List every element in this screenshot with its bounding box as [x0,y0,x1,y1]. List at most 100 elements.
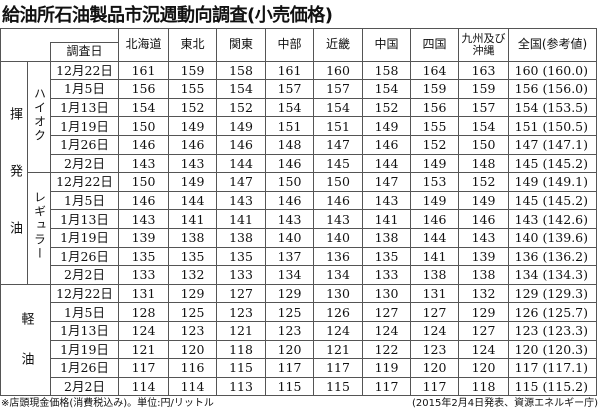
price-cell-chubu: 140 [265,227,315,248]
price-cell-hokkaido: 146 [118,134,170,155]
price-cell-kyushu-okinawa: 159 [458,79,510,99]
price-cell-kyushu-okinawa: 139 [458,246,510,267]
subgroup-label-text: ハイオク [32,86,47,143]
price-cell-kanto: 113 [216,376,267,397]
date-cell: 12月22日 [49,172,120,192]
group-label: 揮発油 [7,107,22,279]
price-cell-national: 140 (139.6) [508,227,598,248]
table-row: 1月5日 156 155 154 157 157 154 159 159 156 (156.0) [1,79,598,99]
price-cell-chugoku: 133 [362,265,412,285]
price-cell-tohoku: 143 [168,153,218,174]
table-row: レギュラー 12月22日 150 149 147 150 150 147 153 152 149 (… [1,172,598,285]
price-cell-kyushu-okinawa: 150 [458,134,510,155]
date-cell: 1月19日 [49,339,120,360]
price-cell-kinki: 134 [313,265,364,285]
price-cell-chugoku: 144 [362,153,412,174]
price-cell-shikoku: 138 [410,265,460,285]
price-cell-kinki: 157 [313,79,364,99]
price-cell-chugoku: 152 [362,97,412,118]
price-cell-national: 154 (153.5) [508,97,598,118]
price-cell-kyushu-okinawa: 120 [458,358,510,378]
price-cell-tohoku: 149 [168,172,218,192]
price-cell-chubu: 150 [265,172,315,192]
price-cell-chugoku: 124 [362,320,412,341]
price-cell-shikoku: 152 [410,134,460,155]
price-cell-national: 123 (123.3) [508,320,598,341]
price-cell-tohoku: 123 [168,320,218,341]
price-cell-kyushu-okinawa: 152 [458,172,510,192]
price-cell-chugoku: 158 [362,60,412,81]
price-cell-kanto: 158 [216,60,267,81]
date-cell: 1月26日 [49,358,120,378]
price-cell-national: 149 (149.1) [508,172,598,192]
date-cell: 2月2日 [49,153,120,174]
price-cell-chugoku: 138 [362,227,412,248]
price-cell-kanto: 144 [216,153,267,174]
price-cell-chugoku: 149 [362,116,412,136]
date-cell: 1月13日 [49,209,120,229]
date-cell: 1月26日 [49,246,120,267]
table-row: 1月5日 128 125 123 125 126 127 127 129 126 (125.7) [1,302,598,322]
price-cell-national: 156 (156.0) [508,79,598,99]
price-cell-hokkaido: 121 [118,339,170,360]
price-cell-chugoku: 146 [362,134,412,155]
price-cell-shikoku: 117 [410,376,460,397]
price-cell-chubu: 146 [265,153,315,174]
price-cell-kinki: 160 [313,60,364,81]
price-cell-hokkaido: 150 [118,172,170,192]
header-kanto: 関東 [216,28,267,62]
header-kinki: 近畿 [313,28,364,62]
price-cell-kanto: 154 [216,79,267,99]
price-cell-chubu: 146 [265,190,315,211]
table-row: 1月26日 146 146 146 148 147 146 152 150 147 (147.1) [1,134,598,155]
price-cell-kyushu-okinawa: 138 [458,265,510,285]
price-cell-tohoku: 146 [168,134,218,155]
price-cell-kinki: 154 [313,97,364,118]
price-cell-chubu: 137 [265,246,315,267]
price-cell-kanto: 149 [216,116,267,136]
price-cell-hokkaido: 124 [118,320,170,341]
price-cell-kyushu-okinawa: 143 [458,227,510,248]
price-cell-hokkaido: 150 [118,116,170,136]
price-cell-kinki: 117 [313,358,364,378]
price-cell-chubu: 157 [265,79,315,99]
price-cell-national: 117 (117.1) [508,358,598,378]
price-cell-hokkaido: 114 [118,376,170,397]
price-cell-chugoku: 130 [362,283,412,304]
price-cell-kinki: 124 [313,320,364,341]
price-cell-chugoku: 135 [362,246,412,267]
price-cell-tohoku: 152 [168,97,218,118]
table-row: 軽油 12月22日 131 129 127 129 130 130 131 132 129 (129… [0,283,598,397]
price-cell-tohoku: 138 [168,227,218,248]
price-cell-kinki: 130 [313,283,364,304]
price-cell-national: 129 (129.3) [508,283,598,304]
price-cell-chugoku: 143 [362,190,412,211]
price-cell-shikoku: 164 [410,60,460,81]
date-cell: 1月5日 [49,302,120,322]
date-cell: 1月19日 [49,227,120,248]
price-cell-shikoku: 131 [410,283,460,304]
price-cell-kanto: 141 [216,209,267,229]
price-cell-kanto: 127 [216,283,267,304]
price-cell-hokkaido: 131 [118,283,170,304]
table-row: 1月13日 154 152 152 154 154 152 156 157 154 (153.5) [1,97,598,118]
subgroup-label: ハイオク [27,60,51,174]
price-cell-chubu: 115 [265,376,315,397]
price-cell-kinki: 150 [313,172,364,192]
price-cell-hokkaido: 117 [118,358,170,378]
price-cell-national: 147 (147.1) [508,134,598,155]
price-cell-kinki: 126 [313,302,364,322]
header-chugoku: 中国 [362,28,412,62]
fuel-price-table: 北海道 東北 関東 中部 近畿 中国 四国 九州及び沖縄 全国(参考値) 調査日… [0,28,598,397]
price-cell-chubu: 134 [265,265,315,285]
price-cell-kinki: 147 [313,134,364,155]
price-cell-chubu: 151 [265,116,315,136]
price-cell-chubu: 129 [265,283,315,304]
header-hokkaido: 北海道 [118,28,170,62]
price-cell-hokkaido: 128 [118,302,170,322]
price-cell-chugoku: 122 [362,339,412,360]
price-cell-kyushu-okinawa: 129 [458,302,510,322]
group-label: 軽油 [18,311,34,392]
table-row: 1月13日 143 141 141 143 143 141 146 146 143 (142.6) [1,209,598,229]
table-row: 1月26日 117 116 115 117 117 119 120 120 117 (117.1) [1,358,598,378]
